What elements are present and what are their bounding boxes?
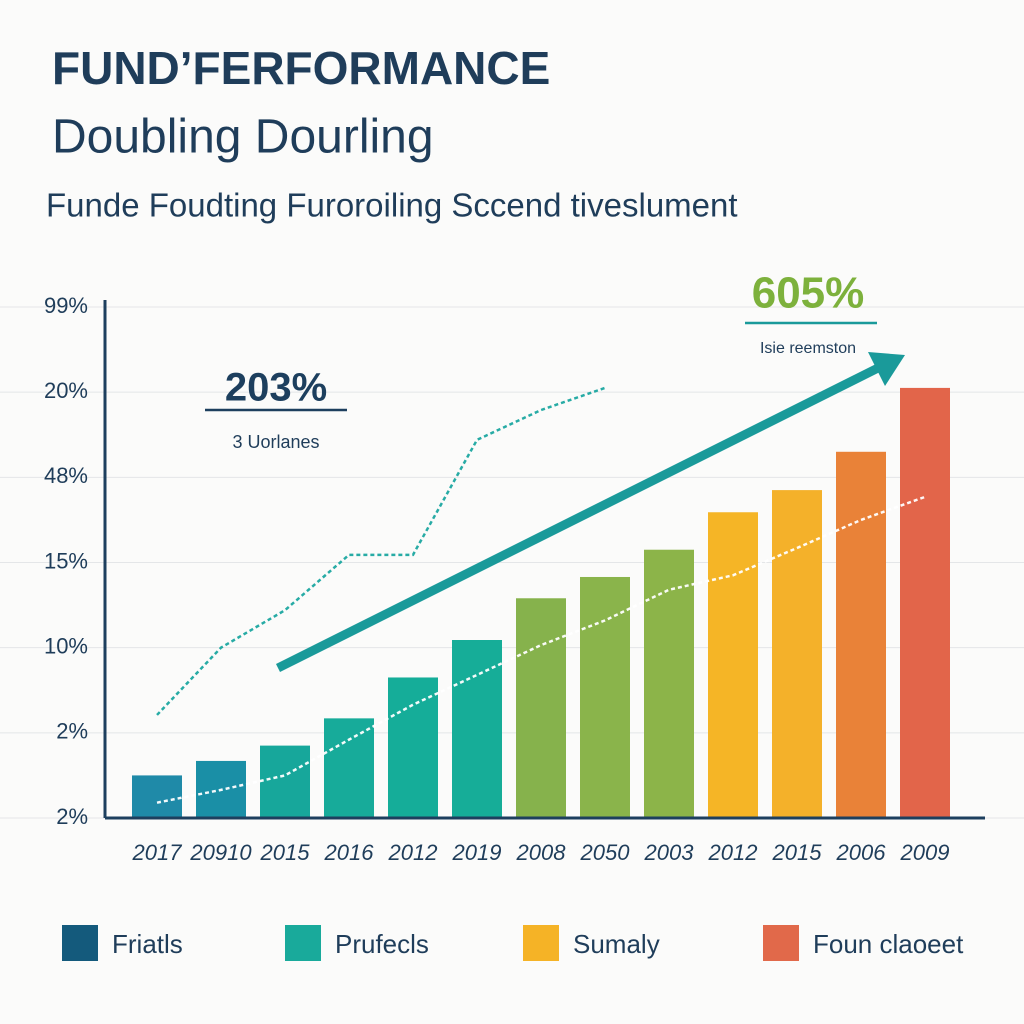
x-tick-label: 2012 bbox=[708, 840, 758, 865]
x-tick-label: 2006 bbox=[836, 840, 887, 865]
y-tick-label: 48% bbox=[44, 463, 88, 488]
annotation-note: Isie reemston bbox=[760, 340, 856, 357]
chart-title: FUND’FERFORMANCE bbox=[52, 42, 550, 94]
legend-label: Prufecls bbox=[335, 929, 429, 959]
x-tick-label: 2017 bbox=[132, 840, 183, 865]
legend-label: Foun claoeet bbox=[813, 929, 964, 959]
x-tick-label: 2015 bbox=[772, 840, 823, 865]
bar bbox=[836, 451, 886, 818]
bar bbox=[452, 640, 502, 818]
y-tick-label: 20% bbox=[44, 378, 88, 403]
bar bbox=[516, 598, 566, 818]
x-tick-label: 2050 bbox=[580, 840, 631, 865]
annotation-value: 605% bbox=[752, 269, 865, 318]
x-tick-label: 2003 bbox=[644, 840, 695, 865]
bar bbox=[900, 387, 950, 818]
legend-swatch bbox=[523, 925, 559, 961]
y-tick-label: 2% bbox=[56, 719, 88, 744]
trend-arrow bbox=[275, 362, 883, 673]
x-tick-label: 2016 bbox=[324, 840, 375, 865]
legend-label: Sumaly bbox=[573, 929, 660, 959]
x-tick-label: 2012 bbox=[388, 840, 438, 865]
bar bbox=[132, 775, 182, 818]
bar bbox=[772, 490, 822, 818]
y-tick-label: 15% bbox=[44, 548, 88, 573]
y-tick-label: 10% bbox=[44, 633, 88, 658]
legend-swatch bbox=[763, 925, 799, 961]
chart-subtitle: Doubling Dourling bbox=[52, 111, 434, 164]
bar bbox=[644, 549, 694, 818]
x-tick-label: 20910 bbox=[189, 840, 252, 865]
legend-label: Friatls bbox=[112, 929, 183, 959]
legend-swatch bbox=[285, 925, 321, 961]
bar bbox=[580, 576, 630, 818]
annotation-note: 3 Uorlanes bbox=[232, 432, 319, 452]
chart-description: Funde Foudting Furoroiling Sccend tivesl… bbox=[46, 187, 738, 224]
annotation-value: 203% bbox=[225, 366, 327, 410]
bar bbox=[388, 677, 438, 818]
bar bbox=[260, 745, 310, 818]
bar bbox=[708, 512, 758, 818]
trend-arrowhead bbox=[868, 352, 905, 386]
y-tick-label: 2% bbox=[56, 804, 88, 829]
x-tick-label: 2008 bbox=[516, 840, 567, 865]
trend-line bbox=[156, 495, 926, 804]
x-tick-label: 2015 bbox=[260, 840, 311, 865]
legend-swatch bbox=[62, 925, 98, 961]
bar bbox=[324, 718, 374, 818]
x-tick-label: 2009 bbox=[900, 840, 950, 865]
x-tick-label: 2019 bbox=[452, 840, 502, 865]
trend-line bbox=[156, 386, 606, 716]
y-tick-label: 99% bbox=[44, 293, 88, 318]
